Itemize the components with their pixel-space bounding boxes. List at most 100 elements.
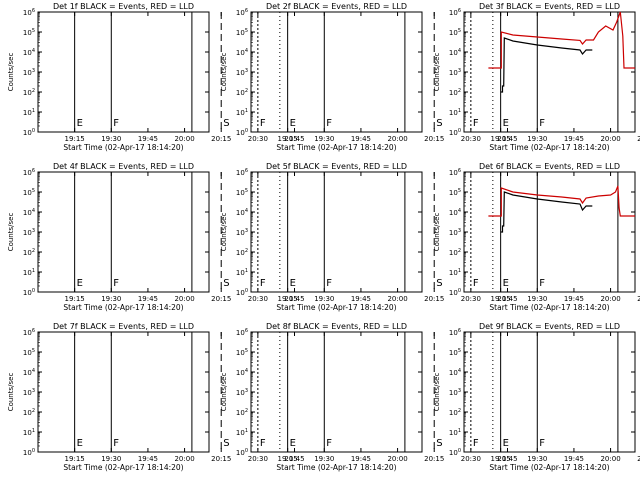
panel-title: Det 4f BLACK = Events, RED = LLD (53, 162, 194, 171)
marker-label: S (223, 118, 229, 129)
y-tick-label: 106 (449, 328, 461, 337)
plot-frame (37, 331, 210, 453)
marker-label: F (539, 278, 545, 289)
y-tick-label: 105 (236, 28, 248, 37)
lld-series-line (488, 185, 635, 217)
x-tick-label: 20:00 (600, 455, 620, 463)
y-tick-label: 101 (23, 268, 35, 277)
y-axis-label: Counts/sec (7, 53, 15, 92)
x-tick-label: 20:15 (637, 295, 640, 303)
y-tick-label: 103 (236, 68, 248, 77)
marker-label: E (503, 118, 509, 129)
x-tick-label: 20:30 (248, 135, 268, 143)
y-tick-label: 100 (449, 128, 461, 137)
y-tick-label: 102 (449, 408, 461, 417)
x-tick-label: 19:15 (491, 135, 511, 143)
x-axis-label: Start Time (02-Apr-17 18:14:20) (63, 303, 183, 312)
y-tick-label: 103 (23, 228, 35, 237)
y-tick-label: 105 (449, 188, 461, 197)
y-tick-label: 100 (236, 288, 248, 297)
y-tick-label: 106 (236, 8, 248, 17)
y-tick-label: 106 (23, 8, 35, 17)
y-tick-label: 102 (23, 408, 35, 417)
y-tick-label: 106 (449, 168, 461, 177)
y-tick-label: 104 (449, 48, 461, 57)
x-tick-label: 20:15 (211, 455, 231, 463)
x-tick-label: 20:00 (387, 135, 407, 143)
marker-label: F (473, 278, 479, 289)
marker-label: E (503, 278, 509, 289)
x-tick-label: 19:30 (527, 295, 547, 303)
x-tick-label: 19:45 (138, 135, 158, 143)
panel-title: Det 5f BLACK = Events, RED = LLD (266, 162, 407, 171)
panel-det-4: Det 4f BLACK = Events, RED = LLD 100 101 10… (7, 162, 305, 312)
panel-det-1: Det 1f BLACK = Events, RED = LLD 100 101 10… (7, 2, 305, 152)
marker-label: S (436, 118, 442, 129)
marker-label: F (326, 438, 332, 449)
x-axis-label: Start Time (02-Apr-17 18:14:20) (276, 143, 396, 152)
y-tick-label: 100 (236, 128, 248, 137)
y-tick-label: 102 (449, 248, 461, 257)
y-tick-label: 101 (449, 428, 461, 437)
y-tick-label: 102 (236, 248, 248, 257)
panel-title: Det 3f BLACK = Events, RED = LLD (479, 2, 620, 11)
plot-frame (250, 331, 423, 453)
y-tick-label: 105 (236, 188, 248, 197)
marker-label: F (113, 118, 119, 129)
y-tick-label: 106 (236, 168, 248, 177)
plot-frame (250, 171, 423, 293)
x-tick-label: 20:00 (174, 455, 194, 463)
marker-label: F (260, 118, 266, 129)
y-tick-label: 101 (23, 108, 35, 117)
y-tick-label: 105 (449, 348, 461, 357)
y-tick-label: 105 (23, 28, 35, 37)
y-axis-label: Counts/sec (433, 213, 441, 252)
x-axis-label: Start Time (02-Apr-17 18:14:20) (63, 463, 183, 472)
plot-frame (463, 11, 636, 133)
x-tick-label: 20:30 (248, 295, 268, 303)
plot-frame (37, 171, 210, 293)
y-tick-label: 100 (449, 448, 461, 457)
panel-det-5: Det 5f BLACK = Events, RED = LLD 100 101 10… (220, 162, 518, 312)
y-axis-label: Counts/sec (220, 213, 228, 252)
y-tick-label: 106 (23, 168, 35, 177)
panel-det-9: Det 9f BLACK = Events, RED = LLD 100 101 10… (433, 322, 640, 472)
marker-label: F (539, 438, 545, 449)
y-axis-label: Counts/sec (433, 53, 441, 92)
panel-title: Det 9f BLACK = Events, RED = LLD (479, 322, 620, 331)
marker-label: F (539, 118, 545, 129)
y-tick-label: 102 (449, 88, 461, 97)
y-tick-label: 104 (236, 48, 248, 57)
y-axis-label: Counts/sec (7, 373, 15, 412)
x-tick-label: 20:45 (497, 295, 517, 303)
x-tick-label: 19:45 (564, 135, 584, 143)
x-tick-label: 19:15 (65, 455, 85, 463)
marker-label: S (436, 278, 442, 289)
x-axis-label: Start Time (02-Apr-17 18:14:20) (276, 303, 396, 312)
y-tick-label: 101 (236, 268, 248, 277)
y-tick-label: 104 (236, 208, 248, 217)
y-tick-label: 105 (23, 348, 35, 357)
marker-label: F (260, 278, 266, 289)
marker-label: E (77, 278, 83, 289)
x-tick-label: 19:45 (564, 455, 584, 463)
x-tick-label: 19:30 (527, 135, 547, 143)
x-tick-label: 20:00 (600, 135, 620, 143)
x-tick-label: 19:45 (138, 295, 158, 303)
panel-det-6: Det 6f BLACK = Events, RED = LLD 100 101 10… (433, 162, 640, 312)
y-tick-label: 101 (449, 268, 461, 277)
marker-label: F (473, 118, 479, 129)
x-tick-label: 19:30 (314, 455, 334, 463)
x-tick-label: 20:30 (461, 455, 481, 463)
x-tick-label: 19:15 (278, 295, 298, 303)
y-tick-label: 101 (23, 428, 35, 437)
events-series-line (500, 191, 593, 233)
lld-series-line (488, 11, 635, 69)
y-tick-label: 106 (236, 328, 248, 337)
y-tick-label: 102 (23, 88, 35, 97)
x-tick-label: 20:15 (211, 135, 231, 143)
x-tick-label: 20:00 (174, 295, 194, 303)
x-tick-label: 20:00 (174, 135, 194, 143)
y-tick-label: 100 (449, 288, 461, 297)
